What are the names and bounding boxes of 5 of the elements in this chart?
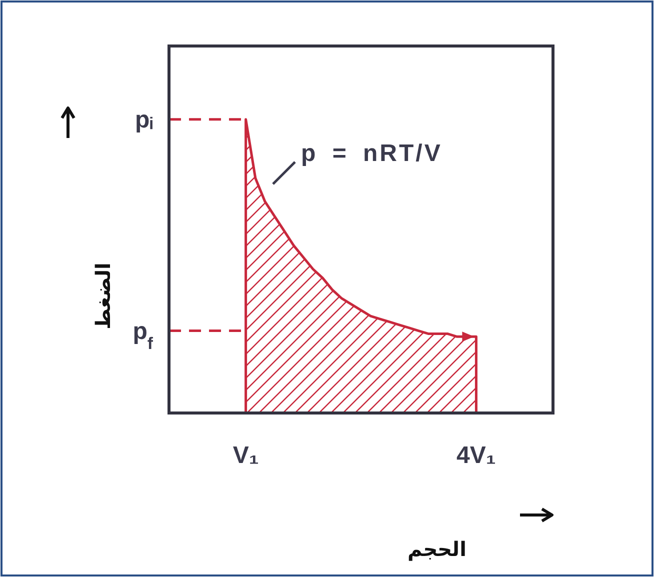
annotation: p = nRT/V xyxy=(301,140,442,167)
x-tick-label: V₁ xyxy=(232,442,259,469)
x-tick-label: 4V₁ xyxy=(456,442,496,469)
x-axis-title: الحجم xyxy=(408,537,466,561)
y-axis-title: الضغط xyxy=(91,262,115,330)
